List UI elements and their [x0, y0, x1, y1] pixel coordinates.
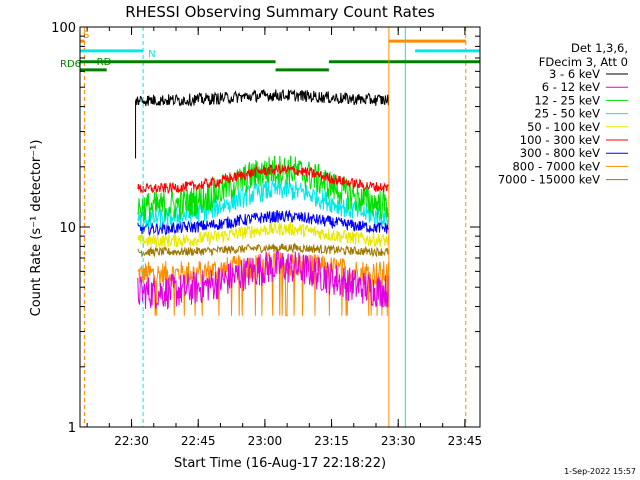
flag-label-saa: S: [83, 30, 89, 41]
plot-area: S N RD RD6 22:30 22:45 23:00 23:15 23:30 23:45 1…: [51, 21, 482, 448]
flag-label-rd6: RD6: [60, 59, 81, 70]
series-trace-0: [135, 89, 389, 107]
legend-label-7: 800 - 7000 keV: [512, 159, 600, 173]
y-axis-label: Count Rate (s⁻¹ detector⁻¹): [29, 140, 44, 317]
legend-label-4: 50 - 100 keV: [527, 120, 600, 134]
legend-header-detectors: Det 1,3,6,: [571, 41, 628, 55]
y-axis: 1 10 100: [51, 21, 480, 436]
legend-label-1: 6 - 12 keV: [542, 80, 600, 94]
legend-label-6: 300 - 800 keV: [520, 146, 600, 160]
x-axis-label: Start Time (16-Aug-17 22:18:22): [174, 456, 386, 471]
x-tick-label-3: 23:15: [314, 434, 349, 448]
x-tick-label-5: 23:45: [448, 434, 483, 448]
legend-label-2: 12 - 25 keV: [534, 93, 600, 107]
series-trace-6: [137, 209, 389, 236]
y-tick-label-2: 100: [51, 21, 76, 36]
flag-label-night: N: [148, 49, 155, 60]
series-trace-1: [137, 248, 389, 311]
legend-label-3: 25 - 50 keV: [534, 107, 600, 121]
legend-label-0: 3 - 6 keV: [549, 67, 600, 81]
x-tick-label-1: 22:45: [181, 434, 216, 448]
x-tick-label-0: 22:30: [114, 434, 149, 448]
y-tick-label-0: 1: [68, 421, 76, 436]
generation-timestamp: 1-Sep-2022 15:57: [564, 467, 636, 476]
legend-header-decimation: FDecim 3, Att 0: [539, 55, 628, 69]
y-tick-label-1: 10: [59, 221, 76, 236]
legend-label-8: 7000 - 15000 keV: [498, 173, 600, 187]
legend-label-5: 100 - 300 keV: [520, 133, 600, 147]
chart-title: RHESSI Observing Summary Count Rates: [125, 3, 435, 21]
series-trace-5: [137, 163, 389, 195]
series-layer: [135, 89, 389, 317]
series-trace-3: [137, 179, 389, 228]
x-tick-label-4: 23:30: [381, 434, 416, 448]
x-axis: 22:30 22:45 23:00 23:15 23:30 23:45: [86, 27, 483, 448]
series-trace-8: [137, 242, 389, 259]
flag-label-rd: RD: [97, 57, 112, 68]
series-trace-4: [137, 222, 389, 248]
x-tick-label-2: 23:00: [248, 434, 283, 448]
